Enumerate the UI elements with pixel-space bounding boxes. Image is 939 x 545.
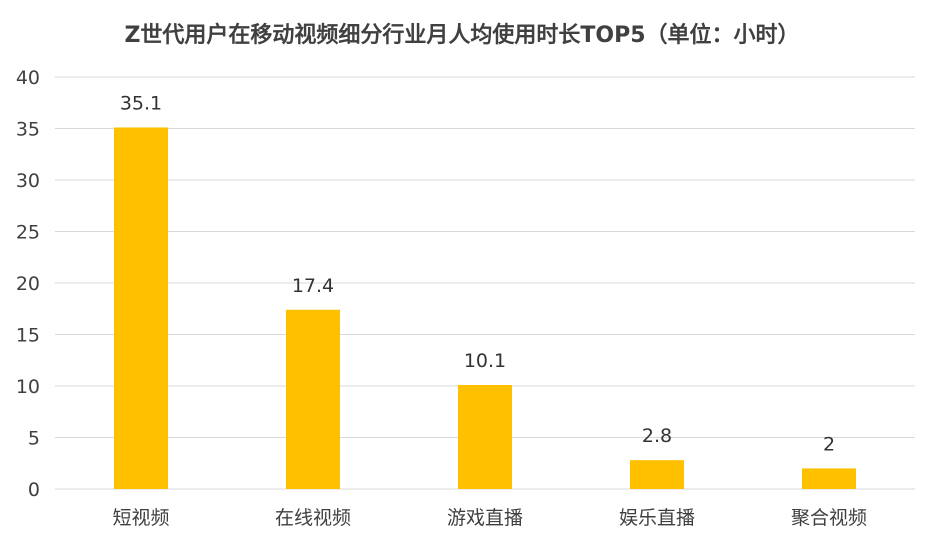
bar: [630, 460, 684, 489]
bars: [114, 127, 856, 489]
y-tick-label: 20: [16, 273, 40, 295]
category-label: 娱乐直播: [619, 507, 695, 529]
data-label: 2.8: [642, 425, 672, 447]
y-tick-label: 25: [16, 222, 40, 244]
y-axis-ticks: 0 5 10 15 20 25 30 35 40: [16, 67, 40, 501]
y-tick-label: 0: [28, 479, 40, 501]
data-label: 10.1: [464, 350, 506, 372]
y-tick-label: 40: [16, 67, 40, 89]
category-label: 游戏直播: [447, 507, 523, 529]
y-tick-label: 15: [16, 325, 40, 347]
bar: [286, 309, 340, 489]
category-label: 在线视频: [275, 507, 351, 529]
grid-lines: [55, 76, 915, 490]
data-label: 17.4: [292, 275, 334, 297]
bar: [114, 127, 168, 489]
y-tick-label: 30: [16, 170, 40, 192]
bar: [802, 468, 856, 489]
category-label: 短视频: [112, 507, 169, 529]
y-tick-label: 10: [16, 376, 40, 398]
chart-title: Z世代用户在移动视频细分行业月人均使用时长TOP5（单位：小时）: [124, 22, 799, 48]
data-label: 35.1: [120, 92, 162, 114]
y-tick-label: 35: [16, 119, 40, 141]
data-label: 2: [823, 433, 835, 455]
data-labels: 35.1 17.4 10.1 2.8 2: [120, 92, 835, 455]
y-tick-label: 5: [28, 428, 40, 450]
bar: [458, 384, 512, 489]
category-label: 聚合视频: [791, 507, 867, 529]
x-axis-categories: 短视频 在线视频 游戏直播 娱乐直播 聚合视频: [112, 507, 867, 529]
